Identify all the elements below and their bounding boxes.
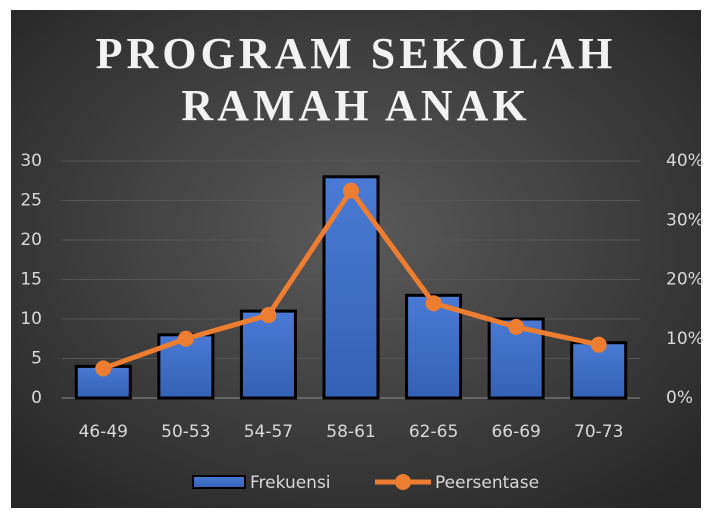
line-marker (425, 295, 442, 312)
y-tick-label: 5 (31, 349, 42, 369)
line-marker (260, 307, 277, 324)
legend-marker (395, 474, 411, 490)
x-tick-label: 50-53 (161, 422, 210, 442)
legend-label: Peersentase (435, 473, 539, 493)
line-marker (95, 360, 112, 377)
y2-tick-label: 10% (666, 329, 704, 349)
bar (322, 175, 380, 400)
y-tick-label: 30 (20, 151, 42, 171)
legend-swatch (192, 475, 246, 489)
y2-tick-label: 20% (666, 270, 704, 290)
y-tick-label: 10 (20, 309, 42, 329)
line-marker (343, 182, 359, 199)
y-tick-label: 15 (20, 270, 42, 290)
y2-tick-label: 0% (666, 388, 693, 408)
x-tick-label: 70-73 (574, 422, 623, 442)
x-tick-label: 66-69 (491, 422, 540, 442)
y-tick-label: 0 (31, 388, 42, 408)
x-tick-label: 62-65 (409, 422, 458, 442)
y2-tick-label: 30% (666, 210, 704, 230)
y-tick-label: 25 (20, 191, 42, 211)
x-tick-label: 46-49 (79, 422, 128, 442)
x-tick-label: 58-61 (326, 422, 375, 442)
legend-label: Frekuensi (250, 473, 331, 493)
bar (239, 309, 297, 400)
line-marker (177, 330, 194, 347)
line-marker (590, 336, 607, 353)
y-tick-label: 20 (20, 230, 42, 250)
x-tick-label: 54-57 (244, 422, 293, 442)
y2-tick-label: 40% (666, 151, 704, 171)
line-marker (508, 318, 525, 335)
chart-title: PROGRAM SEKOLAH RAMAH ANAK (95, 29, 617, 130)
